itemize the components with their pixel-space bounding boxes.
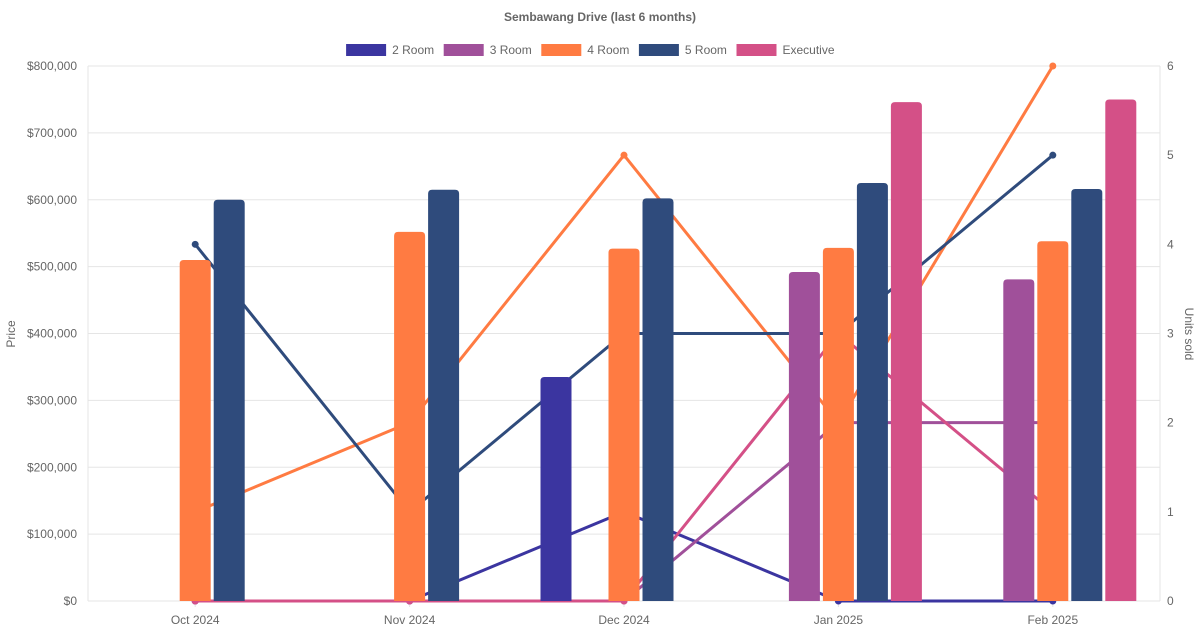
y-tick-label: $200,000 <box>27 460 77 474</box>
price-bar <box>428 189 460 601</box>
legend-swatch <box>346 44 387 56</box>
legend-label: 3 Room <box>490 43 532 57</box>
legend-label: 4 Room <box>587 43 629 57</box>
legend-item-2-room: 2 Room <box>346 43 434 57</box>
y-tick-label: $600,000 <box>27 193 77 207</box>
y2-tick-label: 3 <box>1167 327 1174 341</box>
legend-item-3-room: 3 Room <box>443 43 532 57</box>
legend-swatch <box>736 44 777 56</box>
x-tick-label: Dec 2024 <box>598 613 650 627</box>
price-bar <box>856 183 888 601</box>
price-bar <box>394 231 426 601</box>
legend-label: 5 Room <box>685 43 727 57</box>
x-tick-label: Nov 2024 <box>384 613 436 627</box>
price-bar <box>1003 279 1035 601</box>
price-bars <box>179 99 1137 602</box>
y2-tick-label: 5 <box>1167 148 1174 162</box>
price-bar <box>1105 99 1137 601</box>
legend-swatch <box>443 44 484 56</box>
price-bar <box>822 247 854 601</box>
legend-swatch <box>638 44 679 56</box>
y2-tick-label: 0 <box>1167 594 1174 608</box>
legend-item-5-room: 5 Room <box>638 43 727 57</box>
x-tick-label: Feb 2025 <box>1027 613 1078 627</box>
legend-label: 2 Room <box>392 43 434 57</box>
axes: $0 $100,000 $200,000 $300,000 $400,000 $500,0… <box>27 59 1174 627</box>
price-bar <box>213 199 245 601</box>
price-bar <box>1037 241 1069 601</box>
y-axis-label: Price <box>4 320 18 348</box>
y2-axis-label: Units sold <box>1182 308 1196 361</box>
legend: 2 Room 3 Room 4 Room 5 Room Executive <box>346 43 835 57</box>
y-tick-label: $500,000 <box>27 260 77 274</box>
y2-tick-label: 1 <box>1167 505 1174 519</box>
legend-label: Executive <box>783 43 835 57</box>
price-bar <box>1071 189 1103 602</box>
y-tick-label: $400,000 <box>27 327 77 341</box>
y-tick-label: $0 <box>64 594 78 608</box>
price-bar <box>890 102 922 602</box>
legend-swatch <box>541 44 582 56</box>
units-point <box>1049 62 1057 70</box>
price-bar <box>642 198 674 601</box>
y-tick-label: $300,000 <box>27 393 77 407</box>
legend-item-executive: Executive <box>736 43 835 57</box>
price-bar <box>540 376 572 601</box>
price-bar <box>179 259 211 601</box>
legend-item-4-room: 4 Room <box>541 43 629 57</box>
units-point <box>620 151 628 159</box>
x-tick-label: Jan 2025 <box>814 613 864 627</box>
y-tick-label: $700,000 <box>27 126 77 140</box>
x-tick-label: Oct 2024 <box>171 613 220 627</box>
units-point <box>191 240 199 248</box>
price-bar <box>788 271 820 601</box>
y2-tick-label: 2 <box>1167 416 1174 430</box>
y-tick-label: $100,000 <box>27 527 77 541</box>
chart-title: Sembawang Drive (last 6 months) <box>504 10 696 24</box>
price-bar <box>608 248 640 601</box>
y2-tick-label: 4 <box>1167 237 1174 251</box>
y-tick-label: $800,000 <box>27 59 77 73</box>
y2-tick-label: 6 <box>1167 59 1174 73</box>
units-point <box>1049 151 1057 159</box>
